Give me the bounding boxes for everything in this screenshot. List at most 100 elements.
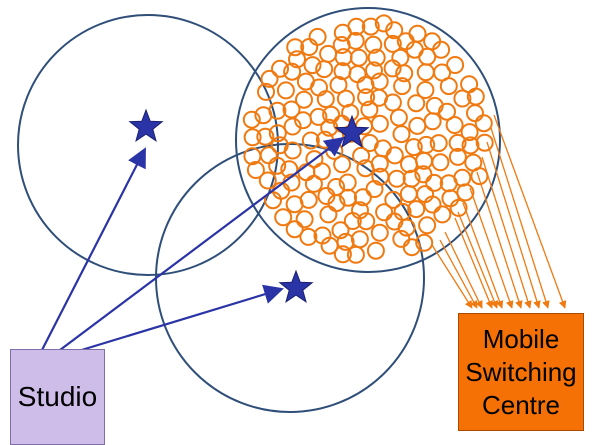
ring-icon [274, 208, 293, 227]
ring-icon [405, 40, 424, 59]
subscriber-link [457, 211, 498, 309]
ring-icon [352, 146, 371, 165]
ring-icon [322, 105, 341, 124]
ring-icon [309, 107, 328, 126]
ring-icon [449, 198, 468, 217]
star-icon [278, 269, 314, 303]
ring-icon [441, 189, 460, 208]
msc-label-line-2: Switching [465, 356, 577, 387]
studio-arrow-left [41, 147, 146, 351]
ring-icon [334, 48, 353, 67]
studio-arrow-center [74, 284, 284, 354]
ring-icon [286, 38, 305, 57]
ring-icon [256, 127, 275, 146]
ring-icon [243, 147, 262, 166]
ring-icon [387, 169, 406, 188]
ring-icon [423, 32, 442, 51]
ring-icon [304, 174, 323, 193]
ring-icon [303, 56, 322, 75]
subscriber-link [439, 239, 478, 309]
ring-icon [460, 123, 479, 142]
ring-icon [466, 104, 484, 123]
ring-icon [407, 200, 426, 219]
star-icon [334, 114, 370, 148]
ring-icon [347, 17, 366, 36]
ring-icon [475, 133, 494, 152]
ring-icon [333, 62, 352, 81]
ring-icon [361, 17, 380, 36]
ring-icon [366, 241, 385, 260]
studio-arrow-right [59, 136, 345, 351]
ring-icon [336, 89, 355, 108]
studio-links [41, 136, 345, 354]
ring-icon [395, 64, 414, 83]
ring-icon [339, 188, 358, 207]
ring-icon [407, 94, 426, 113]
subscriber-link [444, 231, 483, 309]
ring-icon [257, 82, 275, 101]
ring-icon [313, 226, 332, 245]
transmitters [128, 108, 370, 303]
ring-icon [268, 124, 287, 143]
subscriber-link [431, 244, 473, 309]
ring-icon [308, 27, 327, 46]
ring-icon [418, 47, 437, 66]
ring-icon [283, 62, 302, 81]
ring-icon [445, 116, 464, 134]
ring-icon [374, 14, 393, 33]
ring-icon [283, 141, 302, 160]
ring-icon [268, 101, 287, 120]
ring-icon [408, 116, 427, 135]
ring-icon [416, 63, 435, 82]
msc-label-line-1: Mobile [482, 323, 560, 354]
ring-icon [393, 202, 412, 221]
ring-icon [384, 190, 403, 209]
subscriber-links [431, 114, 567, 309]
cell-right [235, 7, 501, 273]
ring-icon [346, 31, 365, 50]
ring-icon [327, 178, 346, 196]
ring-icon [360, 100, 379, 119]
subscriber-link [454, 217, 493, 309]
msc-label-line-3: Centre [481, 389, 561, 420]
ring-icon [351, 201, 369, 220]
ring-icon [364, 35, 383, 54]
ring-icon [370, 114, 389, 133]
ring-icon [448, 133, 467, 152]
ring-icon [391, 48, 410, 67]
ring-icon [389, 108, 408, 127]
ring-icon [399, 185, 418, 203]
ring-icon [276, 81, 295, 100]
ring-icon [349, 48, 368, 67]
subscriber-link [493, 114, 567, 309]
ring-icon [416, 81, 435, 99]
ring-icon [423, 112, 442, 131]
ring-icon [296, 72, 315, 91]
ring-icon [423, 195, 442, 214]
studio-box: Studio [10, 349, 105, 445]
ring-icon [246, 161, 265, 179]
ring-icon [331, 221, 350, 240]
ring-icon [425, 173, 444, 192]
cell-left [17, 14, 279, 276]
ring-icon [383, 34, 402, 53]
ring-icon [356, 76, 375, 94]
ring-icon [356, 159, 375, 178]
ring-icon [315, 60, 334, 79]
ring-icon [295, 210, 314, 229]
ring-icon [285, 195, 304, 214]
ring-icon [350, 230, 369, 249]
ring-icon [285, 220, 304, 239]
ring-icon [365, 61, 383, 80]
ring-icon [370, 223, 389, 242]
ring-icon [243, 128, 262, 147]
subscriber-link [490, 127, 550, 309]
ring-icon [367, 48, 386, 67]
ring-icon [299, 227, 318, 246]
ring-icon [357, 88, 376, 107]
ring-icon [333, 245, 352, 264]
ring-icon [288, 50, 306, 69]
ring-icon [438, 102, 456, 121]
mobile-switching-centre-box: Mobile Switching Centre [458, 313, 584, 431]
